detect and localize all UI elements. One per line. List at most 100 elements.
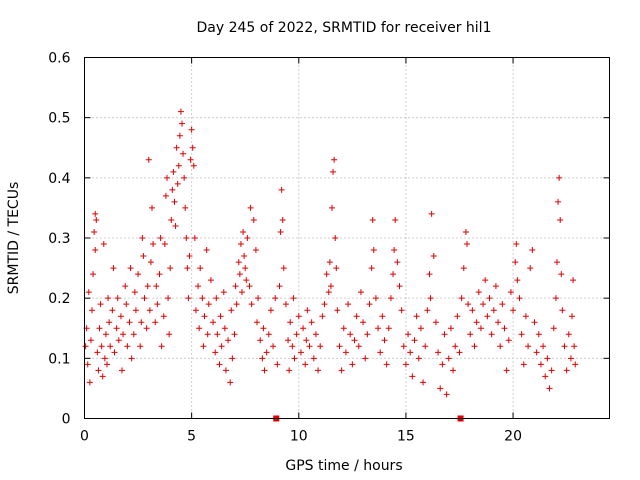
data-point bbox=[106, 319, 113, 326]
data-point bbox=[277, 228, 284, 235]
data-point bbox=[111, 349, 118, 356]
data-point bbox=[143, 325, 150, 332]
data-point bbox=[105, 295, 112, 302]
data-point bbox=[146, 307, 153, 314]
data-point bbox=[265, 331, 272, 338]
data-point bbox=[469, 307, 476, 314]
data-point bbox=[310, 355, 317, 362]
data-point bbox=[422, 343, 429, 350]
data-point bbox=[186, 253, 193, 260]
data-point bbox=[482, 277, 489, 284]
data-point bbox=[370, 247, 377, 254]
y-tick-label: 0.3 bbox=[48, 231, 70, 247]
data-point bbox=[520, 361, 527, 368]
data-point bbox=[400, 343, 407, 350]
data-point bbox=[201, 313, 208, 320]
data-point bbox=[435, 349, 442, 356]
data-point bbox=[390, 271, 397, 278]
data-point bbox=[170, 168, 177, 175]
data-point bbox=[113, 325, 120, 332]
data-point bbox=[556, 174, 563, 181]
data-point bbox=[210, 319, 217, 326]
data-point bbox=[214, 331, 221, 338]
data-point bbox=[552, 295, 559, 302]
data-point bbox=[396, 283, 403, 290]
data-point bbox=[204, 331, 211, 338]
data-point bbox=[331, 156, 338, 163]
data-point bbox=[236, 271, 243, 278]
data-point bbox=[91, 228, 98, 235]
y-tick-label: 0.2 bbox=[48, 291, 70, 307]
data-point bbox=[98, 343, 105, 350]
data-point bbox=[512, 259, 519, 266]
data-point bbox=[420, 379, 427, 386]
data-point bbox=[168, 216, 175, 223]
data-point bbox=[499, 301, 506, 308]
data-point bbox=[232, 283, 239, 290]
data-point bbox=[248, 301, 255, 308]
data-point bbox=[379, 313, 386, 320]
data-point bbox=[93, 216, 100, 223]
data-point bbox=[84, 361, 91, 368]
data-point bbox=[447, 325, 454, 332]
data-point bbox=[191, 235, 198, 241]
data-point bbox=[250, 216, 257, 223]
y-axis: 0 0.1 0.2 0.3 0.4 0.5 0.6 bbox=[48, 51, 610, 428]
data-point bbox=[102, 331, 109, 338]
data-point bbox=[402, 361, 409, 368]
data-point bbox=[154, 301, 161, 308]
data-point bbox=[360, 319, 367, 326]
data-point bbox=[405, 331, 412, 338]
data-point bbox=[454, 313, 461, 320]
data-point bbox=[244, 235, 251, 241]
data-point bbox=[441, 331, 448, 338]
data-point bbox=[546, 385, 553, 392]
data-point bbox=[291, 355, 298, 362]
chart-title: Day 245 of 2022, SRMTID for receiver hil… bbox=[197, 20, 492, 36]
data-point bbox=[144, 283, 151, 290]
data-point bbox=[160, 313, 167, 320]
data-point bbox=[246, 283, 253, 290]
data-point bbox=[332, 235, 339, 241]
data-point bbox=[319, 313, 326, 320]
data-point bbox=[351, 337, 358, 344]
data-point bbox=[290, 295, 297, 302]
data-point bbox=[161, 241, 168, 248]
data-point bbox=[567, 355, 574, 362]
data-point bbox=[167, 265, 174, 272]
data-point bbox=[531, 319, 538, 326]
data-point bbox=[109, 307, 116, 314]
data-point bbox=[569, 313, 575, 320]
data-point bbox=[465, 301, 472, 308]
data-point bbox=[353, 313, 360, 320]
data-point bbox=[120, 331, 127, 338]
data-point bbox=[270, 343, 277, 350]
data-point bbox=[278, 186, 285, 193]
data-point bbox=[507, 289, 514, 296]
data-point bbox=[263, 349, 270, 356]
data-point bbox=[260, 325, 267, 332]
data-point bbox=[394, 259, 401, 266]
data-point bbox=[267, 307, 274, 314]
data-point bbox=[179, 120, 185, 127]
data-point bbox=[417, 325, 424, 332]
data-point bbox=[480, 301, 487, 308]
data-point bbox=[439, 361, 446, 368]
data-point bbox=[225, 337, 232, 344]
data-point bbox=[563, 367, 570, 374]
data-point bbox=[242, 265, 249, 272]
data-point bbox=[513, 241, 520, 248]
data-point bbox=[368, 265, 375, 272]
data-point bbox=[235, 259, 242, 266]
data-point bbox=[156, 271, 163, 278]
data-point bbox=[561, 343, 568, 350]
data-point bbox=[280, 265, 287, 272]
data-point bbox=[107, 343, 114, 350]
data-point bbox=[411, 337, 418, 344]
data-point bbox=[286, 367, 293, 374]
data-point bbox=[147, 259, 154, 266]
data-point bbox=[495, 319, 502, 326]
data-point bbox=[306, 343, 313, 350]
data-point bbox=[317, 343, 324, 350]
